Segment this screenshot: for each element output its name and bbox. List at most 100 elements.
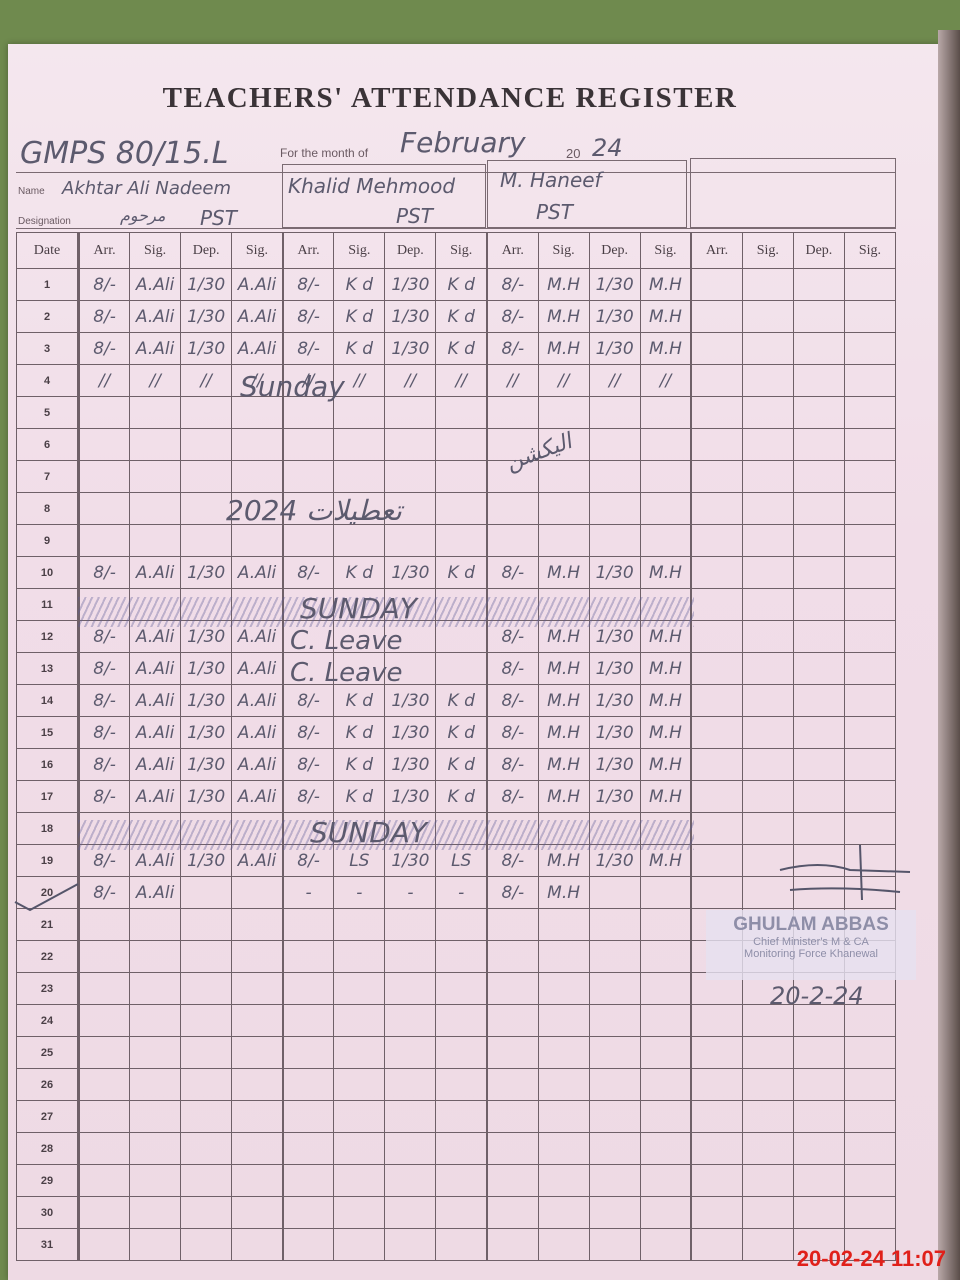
attendance-cell: 1/30	[588, 268, 641, 301]
attendance-cell	[741, 268, 794, 301]
attendance-cell: K d	[435, 684, 488, 717]
attendance-cell: K d	[333, 556, 386, 589]
attendance-cell	[690, 780, 743, 813]
attendance-cell	[485, 1132, 539, 1165]
attendance-cell	[588, 1100, 641, 1133]
attendance-cell	[333, 940, 386, 973]
teacher-1-designation: PST	[200, 206, 237, 230]
date-cell: 30	[16, 1196, 80, 1229]
attendance-cell	[588, 1036, 641, 1069]
attendance-cell	[537, 972, 590, 1005]
date-cell: 29	[16, 1164, 80, 1197]
column-header: Arr.	[281, 232, 335, 269]
attendance-cell	[231, 1068, 284, 1101]
attendance-cell	[843, 428, 897, 461]
attendance-cell	[384, 1132, 437, 1165]
attendance-cell	[485, 1036, 539, 1069]
table-row: 3 8/- A.Ali 1/30 A.Ali 8/- K d 1/30 K d 8/- M.H 1/3…	[16, 332, 897, 365]
month-value: February	[400, 126, 526, 159]
attendance-cell	[537, 588, 590, 621]
attendance-cell	[843, 620, 897, 653]
teacher-2-name: Khalid Mehmood	[288, 174, 456, 198]
attendance-cell	[792, 684, 845, 717]
attendance-cell	[180, 1196, 233, 1229]
attendance-cell	[384, 908, 437, 941]
attendance-cell	[281, 1228, 335, 1261]
column-header: Sig.	[435, 232, 488, 269]
attendance-cell	[231, 1228, 284, 1261]
attendance-cell: //	[231, 364, 284, 397]
table-row: 20 8/- A.Ali - - - -8/- M.H	[16, 876, 897, 909]
attendance-cell: A.Ali	[129, 684, 182, 717]
attendance-cell	[792, 1164, 845, 1197]
column-header: Dep.	[180, 232, 233, 269]
table-row: 15 8/- A.Ali 1/30 A.Ali 8/- K d 1/30 K d 8/- M.H 1/…	[16, 716, 897, 749]
date-cell: 27	[16, 1100, 80, 1133]
attendance-cell: 8/-	[485, 716, 539, 749]
attendance-cell	[741, 1036, 794, 1069]
attendance-cell	[77, 1004, 131, 1037]
attendance-cell	[384, 396, 437, 429]
attendance-cell: 1/30	[588, 300, 641, 333]
attendance-cell	[435, 1228, 488, 1261]
attendance-cell	[485, 524, 539, 557]
attendance-cell	[231, 972, 284, 1005]
attendance-cell	[639, 1132, 692, 1165]
date-cell: 1	[16, 268, 80, 301]
attendance-cell	[180, 1068, 233, 1101]
attendance-cell	[690, 300, 743, 333]
attendance-cell	[792, 716, 845, 749]
attendance-cell	[129, 1132, 182, 1165]
attendance-cell: -	[333, 876, 386, 909]
attendance-cell	[435, 524, 488, 557]
attendance-cell	[333, 460, 386, 493]
date-cell: 18	[16, 812, 80, 845]
attendance-cell	[435, 1132, 488, 1165]
attendance-cell: A.Ali	[231, 556, 284, 589]
attendance-cell	[435, 428, 488, 461]
attendance-cell	[180, 908, 233, 941]
attendance-cell	[231, 908, 284, 941]
attendance-cell	[77, 396, 131, 429]
attendance-cell	[384, 652, 437, 685]
date-cell: 19	[16, 844, 80, 877]
attendance-cell	[281, 492, 335, 525]
attendance-cell	[843, 780, 897, 813]
attendance-cell	[741, 1228, 794, 1261]
attendance-cell: 8/-	[485, 748, 539, 781]
attendance-cell	[537, 524, 590, 557]
attendance-cell	[180, 1036, 233, 1069]
attendance-cell	[384, 620, 437, 653]
attendance-cell	[588, 460, 641, 493]
attendance-cell	[741, 844, 794, 877]
attendance-cell: A.Ali	[231, 652, 284, 685]
attendance-cell: //	[180, 364, 233, 397]
school-name: GMPS 80/15.L	[20, 136, 229, 171]
attendance-cell	[843, 524, 897, 557]
attendance-cell	[537, 396, 590, 429]
attendance-cell: K d	[333, 748, 386, 781]
date-cell: 7	[16, 460, 80, 493]
attendance-cell	[129, 396, 182, 429]
attendance-cell	[792, 364, 845, 397]
attendance-cell	[435, 396, 488, 429]
attendance-cell	[180, 1004, 233, 1037]
attendance-cell	[129, 492, 182, 525]
attendance-cell: M.H	[639, 556, 692, 589]
attendance-cell	[384, 1068, 437, 1101]
attendance-cell	[129, 1004, 182, 1037]
attendance-cell	[231, 396, 284, 429]
official-stamp: GHULAM ABBAS Chief Minister's M & CA Mon…	[706, 910, 916, 980]
date-cell: 16	[16, 748, 80, 781]
attendance-cell	[129, 940, 182, 973]
attendance-cell	[333, 972, 386, 1005]
attendance-cell: K d	[333, 268, 386, 301]
attendance-cell	[281, 652, 335, 685]
date-cell: 23	[16, 972, 80, 1005]
attendance-cell	[231, 524, 284, 557]
attendance-cell	[588, 940, 641, 973]
attendance-cell: 8/-	[77, 780, 131, 813]
attendance-cell	[792, 1228, 845, 1261]
attendance-cell	[333, 1196, 386, 1229]
divider	[16, 172, 896, 173]
